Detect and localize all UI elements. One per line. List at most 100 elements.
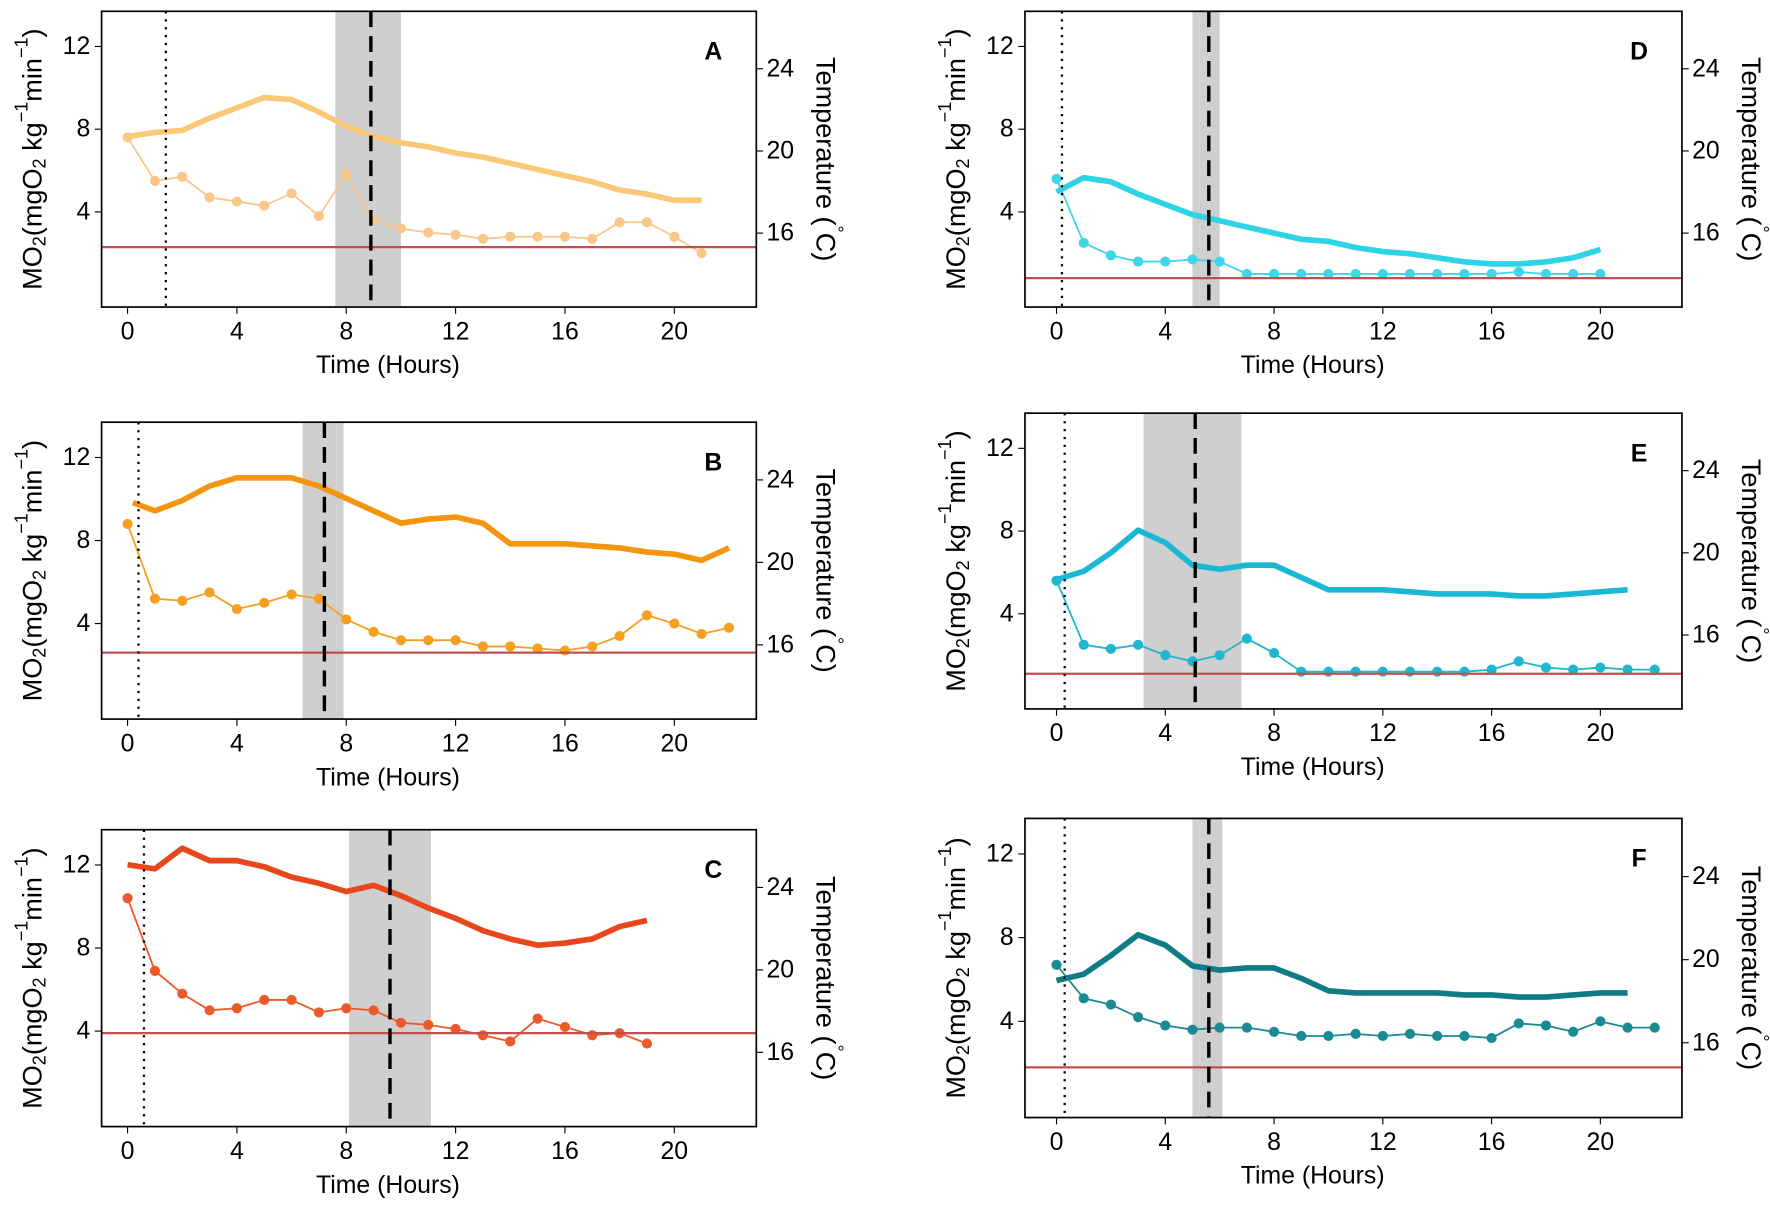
mo2-point <box>477 641 489 652</box>
y2-axis-title: Temperature (°C) <box>811 57 847 261</box>
mo2-point <box>696 248 707 259</box>
mo2-point <box>149 593 160 604</box>
mo2-point <box>1540 662 1552 673</box>
y-tick-label: 4 <box>76 1018 90 1045</box>
y-axis-title-part: −1 <box>11 102 31 123</box>
y2-tick-label: 16 <box>1692 1029 1720 1056</box>
x-tick-label: 12 <box>442 730 470 757</box>
mo2-point <box>1214 650 1225 661</box>
y-axis-title-part: 2 <box>30 1055 50 1065</box>
mo2-point <box>231 196 242 207</box>
temperature-line <box>1055 174 1602 267</box>
mo2-point <box>1459 268 1470 280</box>
plot-frame <box>100 10 758 308</box>
y2-tick-label: 24 <box>766 874 794 901</box>
y-tick-label: 4 <box>76 198 90 225</box>
y2-axis-title: Temperature (°C) <box>811 468 847 672</box>
x-tick-label: 16 <box>551 1138 579 1165</box>
y-axis-title-part: kg <box>16 534 47 570</box>
mo2-point <box>204 192 215 203</box>
y2-axis-title-part: C) <box>1736 1042 1767 1071</box>
mo2-point <box>532 231 543 242</box>
panel-label: B <box>704 449 722 476</box>
x-tick-label: 0 <box>121 1138 135 1165</box>
plot-frame <box>100 421 758 720</box>
temperature-line <box>1055 527 1628 599</box>
y2-tick-label: 20 <box>1692 539 1720 566</box>
y2-axis-title-part: Temperature ( <box>811 468 842 637</box>
x-tick-label: 20 <box>660 730 688 757</box>
y-axis-title-part: min <box>939 867 970 911</box>
mo2-point <box>1486 268 1497 280</box>
y-axis-title-part: min <box>16 877 47 921</box>
y2-tick-label: 20 <box>766 549 794 576</box>
shaded-band <box>302 422 344 720</box>
x-tick-label: 0 <box>121 730 135 757</box>
mo2-point <box>587 1030 598 1041</box>
y-axis-title-part: kg <box>939 931 970 967</box>
mo2-point <box>1459 666 1470 677</box>
y-axis-title-part: kg <box>16 122 47 158</box>
mo2-point <box>587 641 598 652</box>
plot-frame <box>1024 10 1683 308</box>
y-axis-title-part: min <box>16 470 47 514</box>
y-axis-title-part: min <box>16 58 47 102</box>
y-axis-title-part: MO <box>16 1065 47 1109</box>
mo2-point <box>559 1021 571 1033</box>
x-axis-title: Time (Hours) <box>316 1172 460 1199</box>
y2-tick-label: 20 <box>766 956 794 983</box>
y-axis-title-part: MO <box>939 648 970 692</box>
x-tick-label: 8 <box>1267 1129 1281 1156</box>
x-tick-label: 16 <box>551 730 579 757</box>
mo2-point <box>1160 650 1171 661</box>
y-axis-title-part: ) <box>16 440 47 449</box>
mo2-point <box>1105 643 1116 655</box>
mo2-point <box>641 610 653 621</box>
mo2-point <box>423 227 434 238</box>
x-tick-label: 4 <box>230 730 244 757</box>
mo2-point <box>450 1023 461 1035</box>
mo2-point <box>1296 666 1307 677</box>
mo2-point <box>559 645 571 656</box>
mo2-point <box>1568 1026 1579 1037</box>
mo2-point <box>532 1013 543 1024</box>
y-tick-label: 4 <box>1000 1008 1014 1035</box>
y2-axis-title-part: ° <box>826 226 846 233</box>
x-tick-label: 4 <box>1158 318 1172 345</box>
y-axis-title-part: −1 <box>935 38 955 59</box>
mo2-point <box>641 1038 653 1049</box>
temperature-line <box>1055 931 1628 1000</box>
panel-label: F <box>1631 846 1646 873</box>
y-axis-title-part: −1 <box>11 856 31 877</box>
x-tick-label: 0 <box>121 318 135 345</box>
mo2-point <box>559 231 571 242</box>
y-axis-title: MO2(mgO2 kg−1min−1) <box>11 28 49 289</box>
mo2-point <box>177 171 188 182</box>
x-tick-label: 20 <box>1587 318 1615 345</box>
y2-tick-label: 24 <box>1692 55 1720 82</box>
x-tick-label: 8 <box>339 730 353 757</box>
y2-tick-label: 16 <box>766 631 794 658</box>
y2-axis-title-part: Temperature ( <box>811 876 842 1045</box>
y-axis-title-part: 2 <box>953 1045 973 1055</box>
mo2-point <box>1595 662 1606 673</box>
mo2-line <box>126 136 703 255</box>
y-tick-label: 12 <box>986 33 1014 60</box>
y-axis-title-part: −1 <box>935 911 955 932</box>
y2-tick-label: 24 <box>1692 457 1720 484</box>
y2-tick-label: 16 <box>766 1039 794 1066</box>
mo2-point <box>177 595 188 606</box>
y-axis-title: MO2(mgO2 kg−1min−1) <box>11 847 49 1108</box>
y-tick-label: 12 <box>63 851 91 878</box>
y-axis-title: MO2(mgO2 kg−1min−1) <box>935 28 973 289</box>
mo2-point <box>313 1007 325 1018</box>
y-axis-title-part: kg <box>16 941 47 977</box>
y-tick-label: 12 <box>986 435 1014 462</box>
mo2-point <box>1432 666 1443 677</box>
x-tick-label: 8 <box>1267 318 1281 345</box>
y2-axis-title-part: ° <box>826 637 846 644</box>
temperature-line <box>127 94 702 204</box>
mo2-point <box>1377 666 1388 677</box>
